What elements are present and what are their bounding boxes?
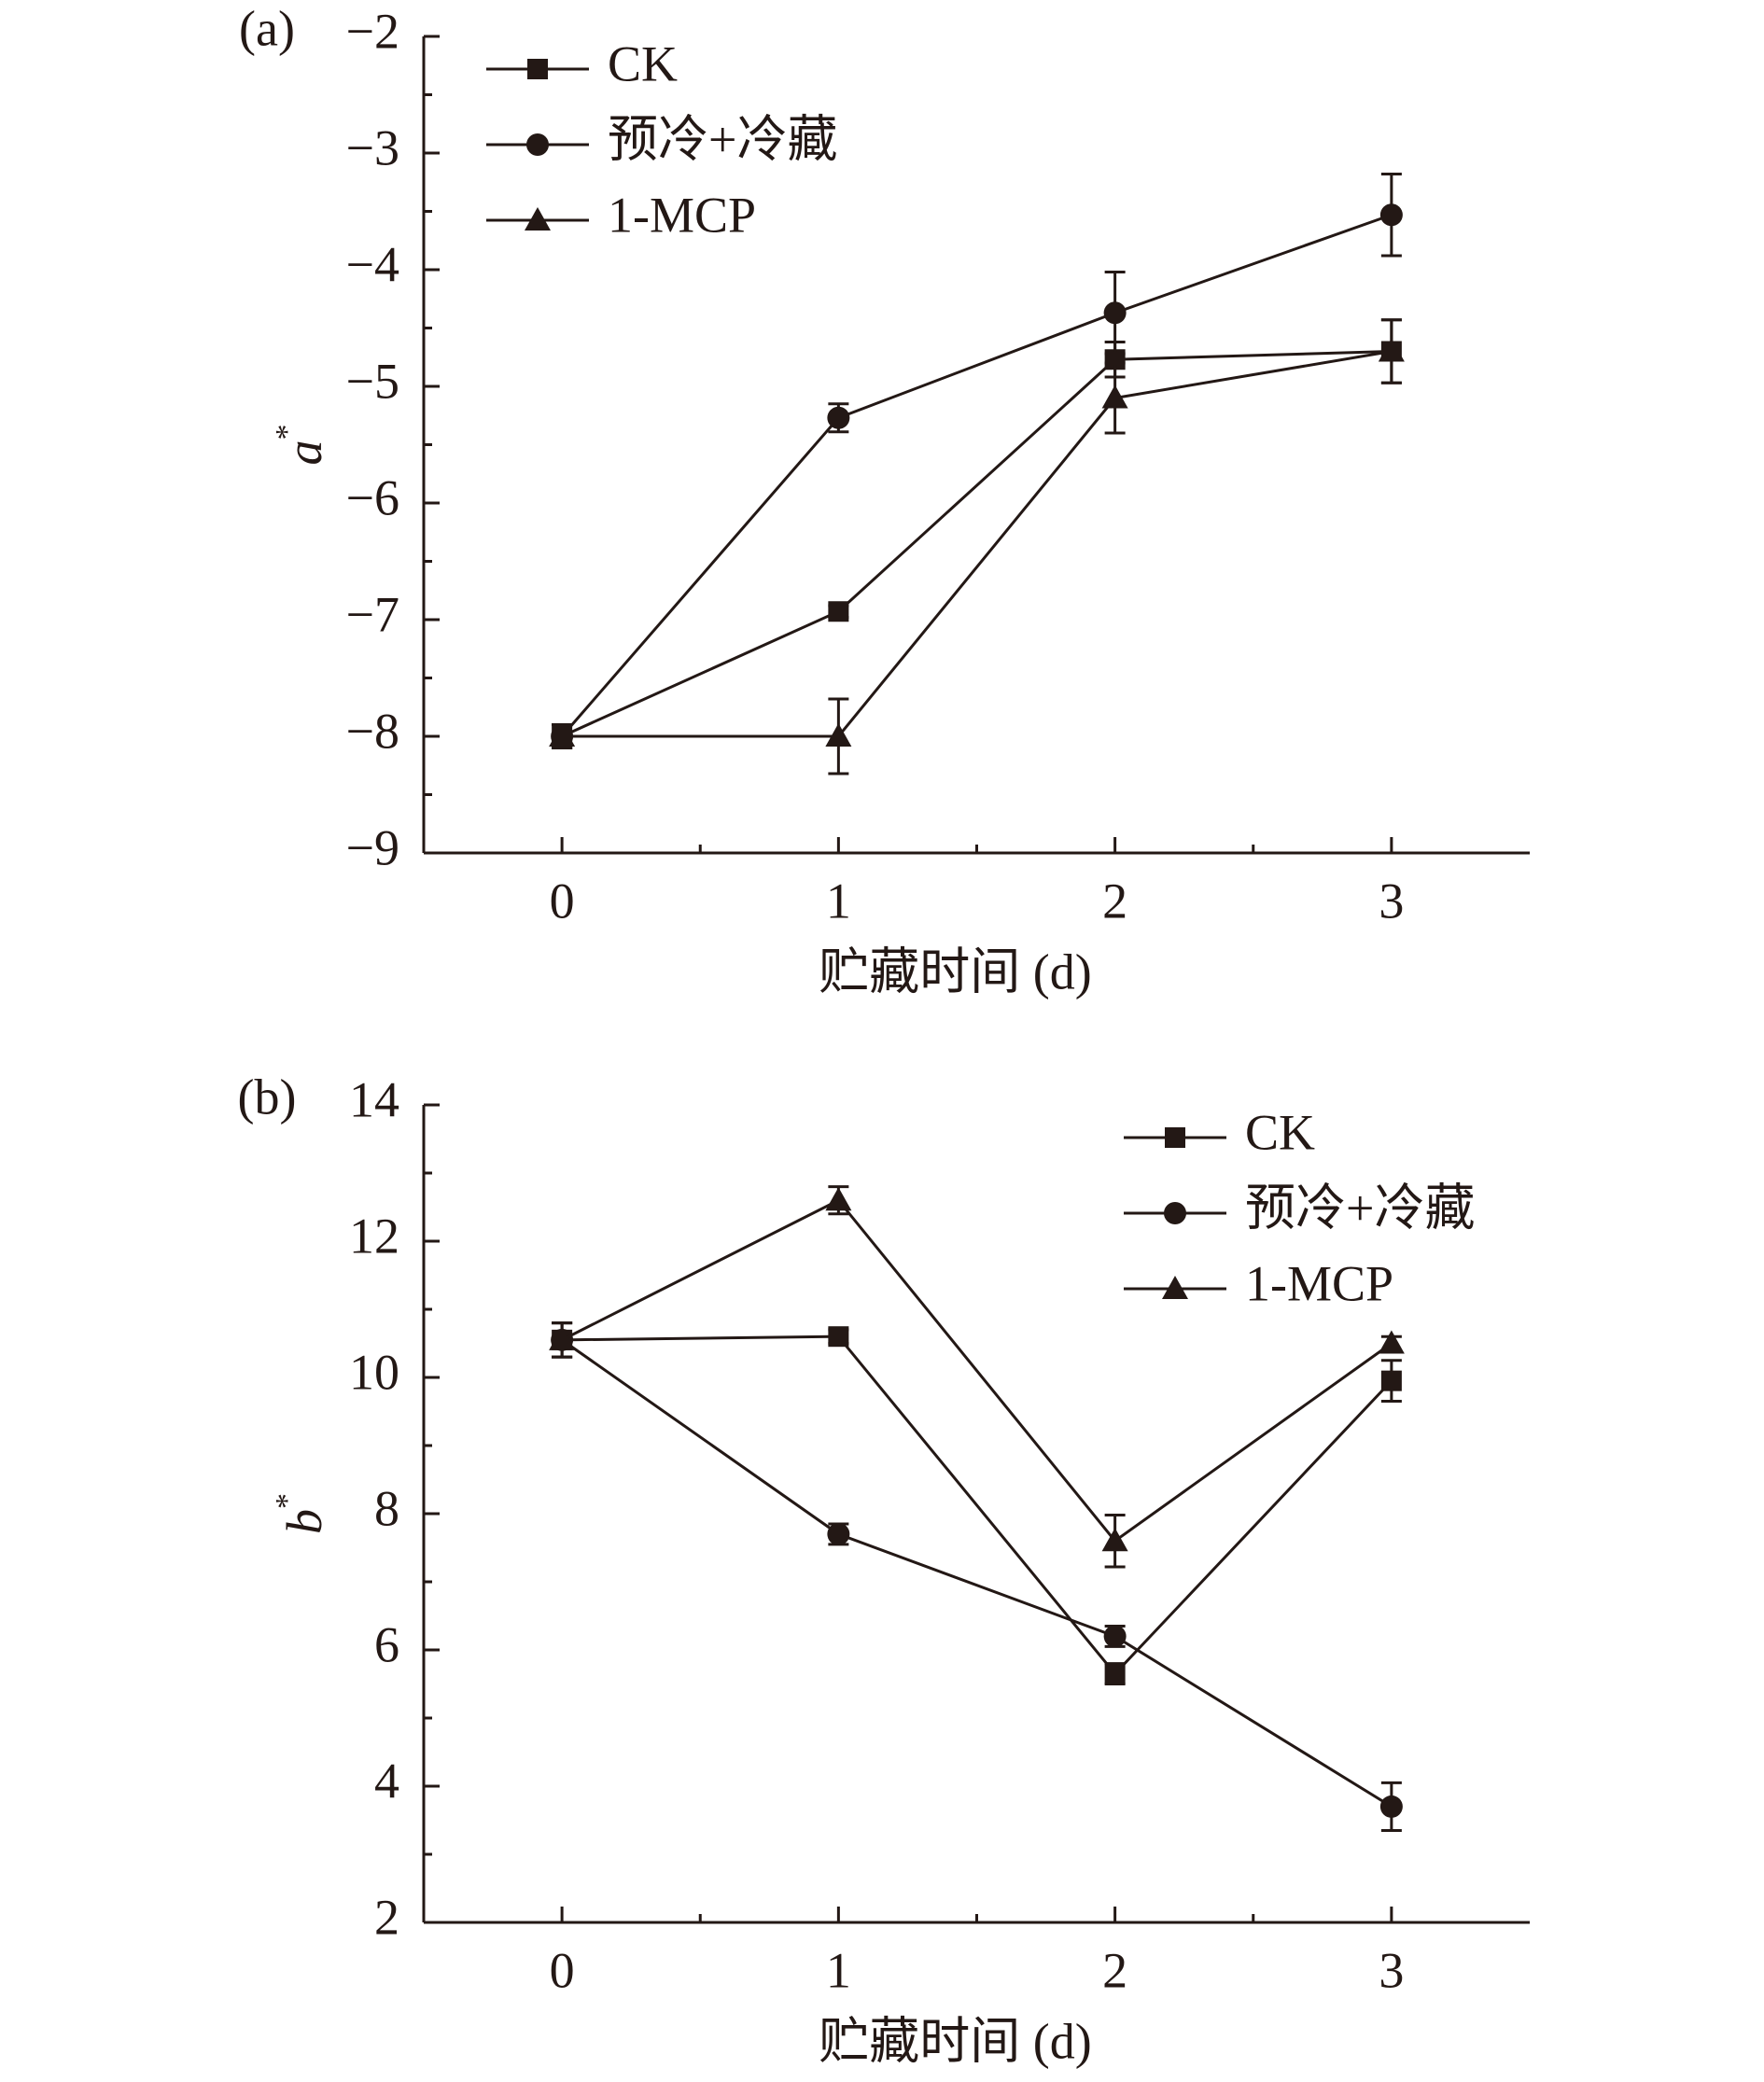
marker [1380,1370,1402,1391]
x-tick-label: 2 [1102,873,1127,929]
chart-panel: −9 −8 −7 −6 −5 −4 −3 −2 0 1 2 3 贮藏时间 (d) a* (a) CK 预冷+冷藏… [239,0,1530,999]
marker [1165,1127,1185,1148]
y-axis-label-main: a [276,440,332,466]
y-tick-label: 4 [374,1753,399,1809]
marker [549,1326,576,1350]
y-tick-label: 10 [349,1344,399,1400]
marker [1101,384,1128,409]
y-axis-label-sup: * [270,1493,304,1509]
y-tick-label: −5 [346,353,399,409]
legend-label: 1-MCP [1245,1255,1393,1311]
y-tick-label: −7 [346,586,399,642]
marker [1164,1202,1186,1224]
x-tick-label: 1 [826,1942,851,1998]
y-axis-label-sup: * [270,425,304,440]
y-tick-label: 8 [374,1480,399,1536]
marker [526,133,549,156]
x-axis-label: 贮藏时间 (d) [819,2013,1091,2069]
marker [1101,1528,1128,1552]
y-tick-label: −4 [346,236,399,292]
marker [525,207,551,231]
y-tick-label: −2 [346,3,399,59]
marker [828,601,849,622]
marker [1378,1330,1405,1354]
x-tick-label: 0 [550,1942,575,1998]
series-line [561,350,1392,738]
marker [827,406,850,429]
legend-label: 预冷+冷藏 [1245,1180,1475,1236]
panel-label: (b) [238,1069,297,1125]
series-line [561,1338,1393,1809]
marker [827,1522,850,1545]
series-line [562,350,1393,738]
marker [1103,1625,1127,1648]
marker [825,723,852,747]
y-axis-label-main: b [276,1509,332,1534]
marker [549,723,576,747]
y-tick-label: 6 [374,1616,399,1672]
y-tick-label: −8 [346,703,399,759]
y-tick-label: −6 [346,469,399,525]
marker [1379,1795,1403,1818]
marker [1378,338,1405,362]
y-axis-label: a* [270,425,333,466]
marker [1162,1276,1188,1299]
legend-label: CK [1245,1104,1315,1160]
series-line [561,1198,1393,1544]
marker [825,1187,852,1211]
marker [828,1326,849,1348]
panel-label: (a) [239,0,295,56]
x-tick-label: 3 [1379,1942,1404,1998]
y-tick-label: 14 [349,1071,399,1127]
x-tick-label: 2 [1102,1942,1127,1998]
y-tick-label: −9 [346,819,399,875]
legend-label: 预冷+冷藏 [608,111,837,167]
x-axis-label: 贮藏时间 (d) [819,943,1091,999]
y-tick-label: 12 [349,1208,399,1264]
x-tick-label: 3 [1379,873,1404,929]
marker [1103,301,1127,325]
marker [1104,1663,1126,1684]
legend-label: 1-MCP [608,187,756,243]
series-line [562,1334,1393,1676]
y-tick-label: −3 [346,119,399,175]
y-tick-label: 2 [374,1889,399,1945]
marker [1379,203,1403,227]
x-tick-label: 1 [826,873,851,929]
marker [527,59,548,79]
legend-label: CK [608,35,678,91]
x-tick-label: 0 [550,873,575,929]
series-line [560,213,1393,737]
y-axis-label: b* [270,1493,333,1534]
